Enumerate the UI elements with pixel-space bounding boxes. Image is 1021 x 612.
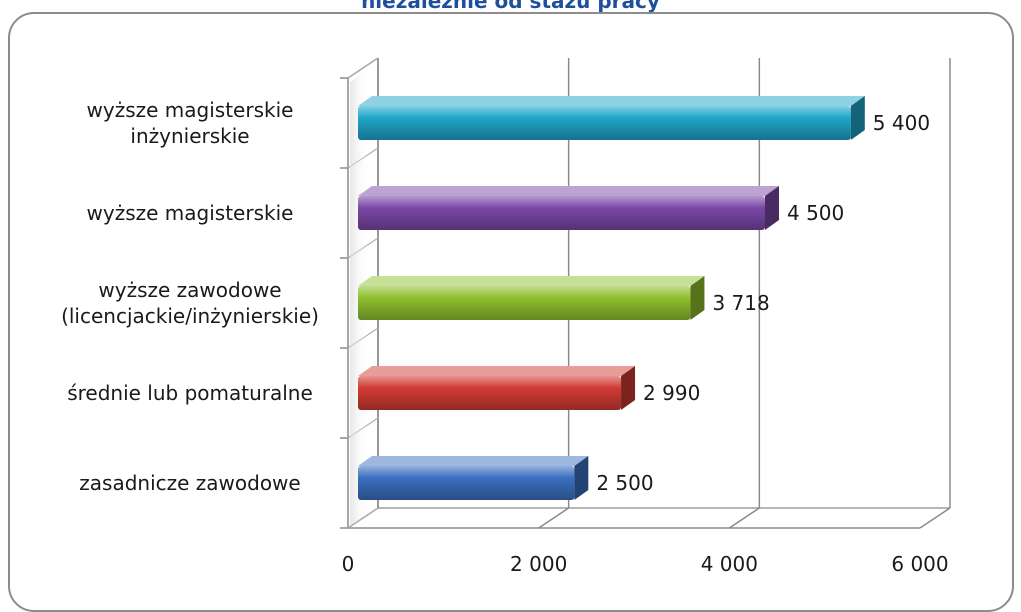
bar-end-face [850, 96, 865, 140]
category-label: średnie lub pomaturalne [67, 381, 313, 405]
bar [358, 276, 705, 320]
bar-front-face [358, 106, 851, 140]
x-tick-label: 6 000 [891, 552, 948, 576]
data-label: 3 718 [712, 291, 769, 315]
bar-top-face [358, 456, 589, 466]
data-label: 2 500 [596, 471, 653, 495]
x-tick-label: 4 000 [701, 552, 758, 576]
category-label: inżynierskie [130, 124, 249, 148]
bar-front-face [358, 196, 765, 230]
data-label: 5 400 [873, 111, 930, 135]
bar-front-face [358, 376, 622, 410]
category-label: wyższe zawodowe [98, 278, 281, 302]
floor-gridline [728, 507, 760, 529]
bar-end-face [621, 366, 636, 410]
bar-top-face [358, 276, 705, 286]
bar-top-face [358, 186, 779, 196]
bar [358, 186, 779, 230]
bar-front-face [358, 286, 691, 320]
category-label: wyższe magisterskie [87, 98, 294, 122]
data-label: 2 990 [643, 381, 700, 405]
left-wall-divider [347, 507, 379, 529]
bar-chart: 0 2 000 4 000 6 000 2 500 zasadnicze zawodowe… [61, 57, 951, 576]
bar-end-face [574, 456, 589, 500]
bar-top-face [358, 96, 865, 106]
bar [358, 456, 589, 500]
bar [358, 366, 636, 410]
category-label: wyższe magisterskie [87, 201, 294, 225]
floor-gridline [919, 507, 951, 529]
left-wall-divider [347, 57, 379, 79]
bar-front-face [358, 466, 575, 500]
chart-title: niezależnie od stażu pracy [361, 0, 660, 13]
bar-top-face [358, 366, 636, 376]
category-label: zasadnicze zawodowe [79, 471, 300, 495]
x-tick-label: 0 [342, 552, 355, 576]
floor-gridline [538, 507, 570, 529]
x-tick-label: 2 000 [510, 552, 567, 576]
data-label: 4 500 [787, 201, 844, 225]
bar [358, 96, 865, 140]
category-label: (licencjackie/inżynierskie) [61, 304, 319, 328]
bar-end-face [765, 186, 779, 230]
bar-end-face [690, 276, 705, 320]
